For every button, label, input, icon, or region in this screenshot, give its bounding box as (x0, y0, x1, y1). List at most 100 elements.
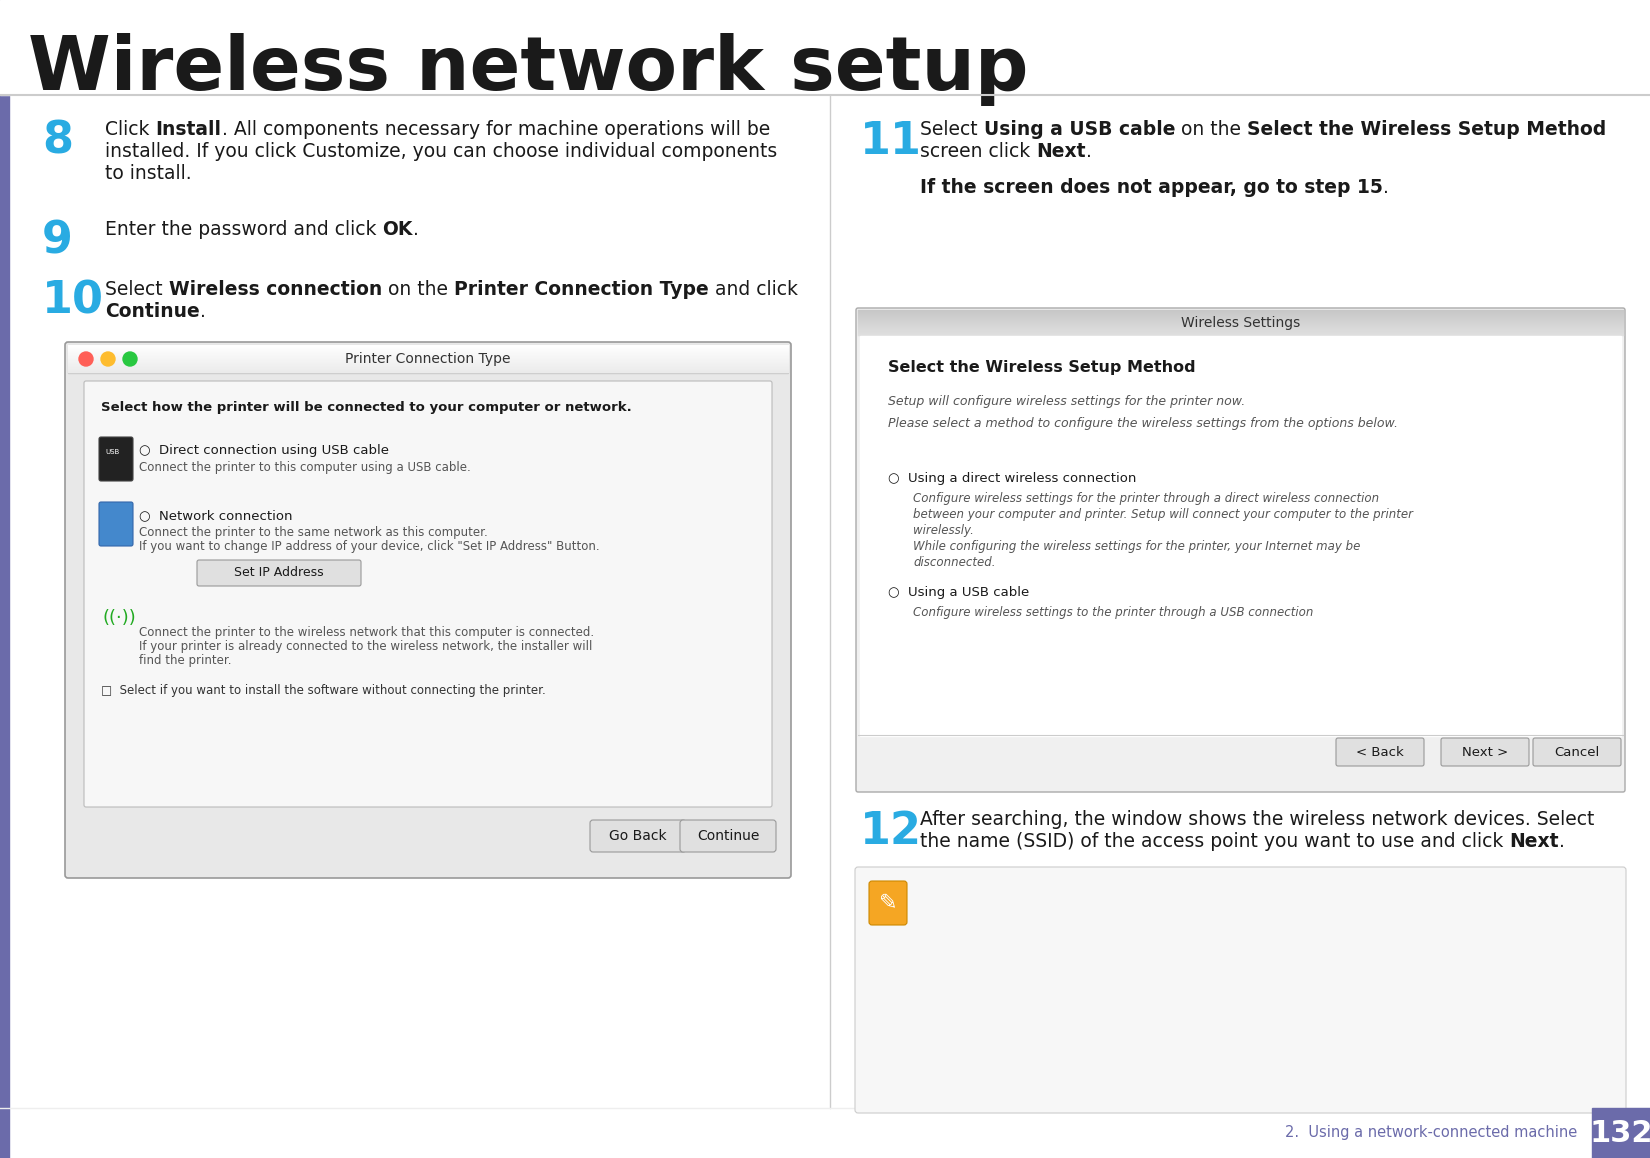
Circle shape (124, 352, 137, 366)
FancyBboxPatch shape (856, 308, 1625, 792)
Text: 8: 8 (41, 120, 73, 163)
FancyBboxPatch shape (591, 820, 686, 852)
Text: on the: on the (1175, 120, 1247, 139)
Text: . All components necessary for machine operations will be: . All components necessary for machine o… (221, 120, 771, 139)
Text: ○  Direct connection using USB cable: ○ Direct connection using USB cable (139, 444, 389, 457)
Text: between your computer and printer. Setup will connect your computer to the print: between your computer and printer. Setup… (912, 508, 1412, 521)
Text: Using a USB cable: Using a USB cable (983, 120, 1175, 139)
Text: ✎: ✎ (879, 893, 898, 913)
FancyBboxPatch shape (680, 820, 776, 852)
Text: Set IP Address: Set IP Address (234, 566, 323, 579)
Text: While configuring the wireless settings for the printer, your Internet may be: While configuring the wireless settings … (912, 540, 1360, 554)
Text: Enter the wireless Network Name:: Enter the wireless Network Name: (931, 946, 1252, 963)
Text: disconnected.: disconnected. (912, 556, 995, 569)
Text: Select: Select (106, 280, 168, 299)
FancyBboxPatch shape (870, 881, 908, 925)
Text: < Back: < Back (1356, 746, 1404, 758)
Bar (860, 336, 1620, 736)
Text: .: . (1086, 142, 1092, 161)
Text: Next: Next (1036, 142, 1086, 161)
Text: Select the Wireless Setup Method: Select the Wireless Setup Method (888, 360, 1196, 375)
Text: Connect the printer to the same network as this computer.: Connect the printer to the same network … (139, 526, 488, 538)
Text: 11: 11 (860, 120, 922, 163)
Text: Configure wireless settings for the printer through a direct wireless connection: Configure wireless settings for the prin… (912, 492, 1379, 505)
Text: the name (SSID) of the access point you want to use and click: the name (SSID) of the access point you … (921, 831, 1510, 851)
Text: ((·)): ((·)) (102, 609, 137, 626)
FancyBboxPatch shape (1336, 738, 1424, 765)
Text: After searching, the window shows the wireless network devices. Select: After searching, the window shows the wi… (921, 809, 1594, 829)
Text: Install: Install (155, 120, 221, 139)
Text: .: . (412, 220, 419, 239)
Text: Select: Select (921, 120, 983, 139)
Text: If you want to change IP address of your device, click "Set IP Address" Button.: If you want to change IP address of your… (139, 540, 599, 554)
Text: 10: 10 (41, 280, 104, 323)
Text: .: . (1383, 178, 1389, 197)
Text: Wireless Settings: Wireless Settings (1181, 316, 1300, 330)
Bar (0, 0, 1650, 95)
FancyBboxPatch shape (855, 867, 1625, 1113)
FancyBboxPatch shape (1440, 738, 1530, 765)
Bar (68, 345, 789, 373)
Text: Printer Connection Type: Printer Connection Type (345, 352, 512, 366)
FancyBboxPatch shape (64, 342, 790, 878)
Text: Enter the SSID of the access point: Enter the SSID of the access point (1252, 946, 1541, 963)
Text: (SSID is case-sensitive).: (SSID is case-sensitive). (931, 966, 1129, 984)
Text: Please select a method to configure the wireless settings from the options below: Please select a method to configure the … (888, 417, 1398, 430)
Text: Select: Select (1087, 994, 1148, 1012)
Text: Next >: Next > (1462, 746, 1508, 758)
Text: Select how the printer will be connected to your computer or network.: Select how the printer will be connected… (101, 401, 632, 415)
Text: Continue: Continue (696, 829, 759, 843)
Text: to install.: to install. (106, 164, 191, 183)
Text: If you cannot find the network name you want to choose, or if you want to: If you cannot find the network name you … (916, 886, 1534, 904)
Text: If the screen does not appear, go to step 15: If the screen does not appear, go to ste… (921, 178, 1383, 197)
Text: .: . (1559, 831, 1564, 851)
Text: Printer Connection Type: Printer Connection Type (454, 280, 708, 299)
FancyBboxPatch shape (1533, 738, 1620, 765)
Bar (0, 0, 8, 1158)
Text: Next: Next (1510, 831, 1559, 851)
Text: 9: 9 (41, 220, 73, 263)
Text: •: • (916, 994, 926, 1012)
Text: ○  Using a USB cable: ○ Using a USB cable (888, 586, 1030, 599)
Text: 12: 12 (860, 809, 922, 853)
Text: 132: 132 (1589, 1119, 1650, 1148)
Text: •: • (916, 946, 926, 963)
Text: Continue: Continue (106, 302, 200, 321)
Text: wirelessly.: wirelessly. (912, 525, 973, 537)
Text: OK: OK (383, 220, 412, 239)
Text: ○  Network connection: ○ Network connection (139, 510, 292, 522)
Text: installed. If you click Customize, you can choose individual components: installed. If you click Customize, you c… (106, 142, 777, 161)
Text: Cancel: Cancel (1554, 746, 1599, 758)
Text: ○  Using a direct wireless connection: ○ Using a direct wireless connection (888, 472, 1137, 485)
Text: Connect the printer to the wireless network that this computer is connected.: Connect the printer to the wireless netw… (139, 626, 594, 639)
Text: and click: and click (708, 280, 797, 299)
Text: Wireless connection: Wireless connection (168, 280, 381, 299)
Text: Configure wireless settings to the printer through a USB connection: Configure wireless settings to the print… (912, 606, 1313, 620)
Text: Setup will configure wireless settings for the printer now.: Setup will configure wireless settings f… (888, 395, 1246, 408)
Text: Go Back: Go Back (609, 829, 667, 843)
Text: Select the Wireless Setup Method: Select the Wireless Setup Method (1247, 120, 1607, 139)
Text: on the: on the (381, 280, 454, 299)
Text: ●: ● (139, 609, 155, 622)
Text: □  Select if you want to install the software without connecting the printer.: □ Select if you want to install the soft… (101, 684, 546, 697)
Bar (1592, 1108, 1650, 1158)
Text: Click: Click (106, 120, 155, 139)
Text: .: . (1280, 994, 1285, 1012)
Text: .: . (200, 302, 206, 321)
Text: .: . (1464, 906, 1468, 924)
Text: Operation Mode:: Operation Mode: (931, 994, 1087, 1012)
FancyBboxPatch shape (196, 560, 361, 586)
Text: set the wireless configuration manually, click: set the wireless configuration manually,… (916, 906, 1297, 924)
Circle shape (101, 352, 116, 366)
Text: 2.  Using a network-connected machine: 2. Using a network-connected machine (1285, 1126, 1577, 1141)
Text: find the printer.: find the printer. (139, 654, 231, 667)
Text: Infrastructure: Infrastructure (1148, 994, 1280, 1012)
Text: USB: USB (106, 449, 119, 455)
Circle shape (79, 352, 92, 366)
Text: If your printer is already connected to the wireless network, the installer will: If your printer is already connected to … (139, 640, 592, 653)
Text: Wireless connection: Wireless connection (155, 609, 289, 622)
FancyBboxPatch shape (84, 381, 772, 807)
FancyBboxPatch shape (99, 503, 134, 547)
Text: Enter the password and click: Enter the password and click (106, 220, 383, 239)
Text: Advanced Setting: Advanced Setting (1297, 906, 1464, 924)
